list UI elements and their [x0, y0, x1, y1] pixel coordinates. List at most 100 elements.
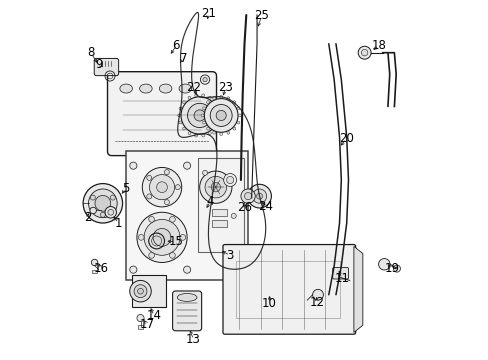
Circle shape	[392, 265, 400, 272]
Circle shape	[202, 170, 207, 175]
Circle shape	[178, 114, 180, 117]
Circle shape	[226, 176, 233, 184]
Circle shape	[129, 266, 137, 273]
Circle shape	[137, 288, 143, 294]
Ellipse shape	[177, 293, 197, 301]
Text: 17: 17	[139, 318, 154, 331]
Circle shape	[237, 121, 239, 124]
Text: 26: 26	[237, 202, 251, 215]
Circle shape	[182, 127, 185, 130]
Circle shape	[217, 107, 220, 110]
Text: 13: 13	[186, 333, 201, 346]
Circle shape	[256, 193, 262, 199]
Circle shape	[223, 174, 236, 186]
Circle shape	[357, 46, 370, 59]
Text: 15: 15	[168, 235, 183, 248]
Circle shape	[219, 133, 222, 135]
Circle shape	[138, 234, 144, 240]
Circle shape	[90, 195, 95, 200]
Circle shape	[100, 212, 105, 217]
Circle shape	[226, 97, 229, 100]
Circle shape	[204, 99, 238, 132]
Circle shape	[95, 195, 110, 211]
Circle shape	[218, 114, 221, 117]
Circle shape	[146, 175, 151, 180]
Text: 2: 2	[83, 211, 91, 224]
Text: 1: 1	[114, 216, 122, 230]
Circle shape	[183, 162, 190, 169]
Circle shape	[213, 101, 216, 104]
Circle shape	[212, 97, 215, 100]
Circle shape	[83, 184, 122, 223]
Circle shape	[180, 234, 185, 240]
Text: 6: 6	[172, 39, 180, 52]
Circle shape	[148, 252, 154, 258]
Circle shape	[169, 216, 175, 222]
Text: 21: 21	[201, 7, 216, 20]
Text: 4: 4	[206, 195, 214, 208]
Circle shape	[194, 110, 205, 121]
Circle shape	[201, 114, 203, 117]
Polygon shape	[353, 246, 362, 332]
Circle shape	[164, 200, 169, 205]
Text: 18: 18	[371, 39, 386, 52]
Circle shape	[169, 252, 175, 258]
Circle shape	[202, 134, 204, 137]
Circle shape	[312, 289, 323, 300]
Circle shape	[212, 131, 215, 134]
Circle shape	[200, 75, 209, 84]
Circle shape	[153, 228, 171, 246]
Circle shape	[216, 111, 226, 121]
Text: 14: 14	[146, 309, 162, 322]
Circle shape	[213, 127, 216, 130]
FancyBboxPatch shape	[223, 244, 355, 334]
Text: 16: 16	[93, 262, 108, 275]
Circle shape	[252, 189, 266, 203]
Circle shape	[137, 315, 144, 321]
Circle shape	[204, 176, 226, 198]
Circle shape	[129, 280, 151, 302]
Bar	[235, 261, 339, 318]
Text: 7: 7	[180, 51, 187, 64]
Circle shape	[182, 101, 185, 104]
Circle shape	[202, 121, 205, 124]
Circle shape	[149, 175, 174, 200]
Circle shape	[179, 121, 182, 124]
Circle shape	[134, 285, 147, 298]
Circle shape	[175, 185, 180, 190]
Circle shape	[232, 127, 235, 130]
Circle shape	[211, 183, 220, 192]
Circle shape	[202, 94, 204, 97]
Circle shape	[144, 220, 180, 255]
Circle shape	[208, 132, 211, 135]
Bar	[198, 158, 244, 252]
Text: 19: 19	[384, 262, 399, 275]
Circle shape	[241, 189, 255, 203]
Text: 20: 20	[339, 132, 353, 145]
Bar	[137, 325, 143, 329]
Circle shape	[187, 96, 190, 99]
Circle shape	[183, 266, 190, 273]
Circle shape	[232, 101, 235, 104]
Circle shape	[244, 193, 251, 200]
Ellipse shape	[159, 84, 171, 93]
Text: 9: 9	[95, 58, 103, 71]
Circle shape	[219, 95, 222, 98]
Circle shape	[110, 195, 115, 200]
Bar	[212, 210, 226, 216]
Circle shape	[202, 107, 205, 110]
Circle shape	[208, 96, 211, 99]
Text: 8: 8	[87, 46, 95, 59]
Circle shape	[187, 132, 190, 135]
Circle shape	[181, 97, 218, 134]
Text: 11: 11	[334, 272, 349, 285]
Circle shape	[206, 127, 209, 130]
Text: 23: 23	[218, 81, 233, 94]
Circle shape	[164, 170, 169, 175]
FancyBboxPatch shape	[172, 291, 201, 331]
Circle shape	[194, 134, 197, 137]
Circle shape	[237, 107, 239, 110]
Bar	[126, 151, 247, 280]
Circle shape	[146, 194, 151, 199]
Circle shape	[238, 114, 241, 117]
